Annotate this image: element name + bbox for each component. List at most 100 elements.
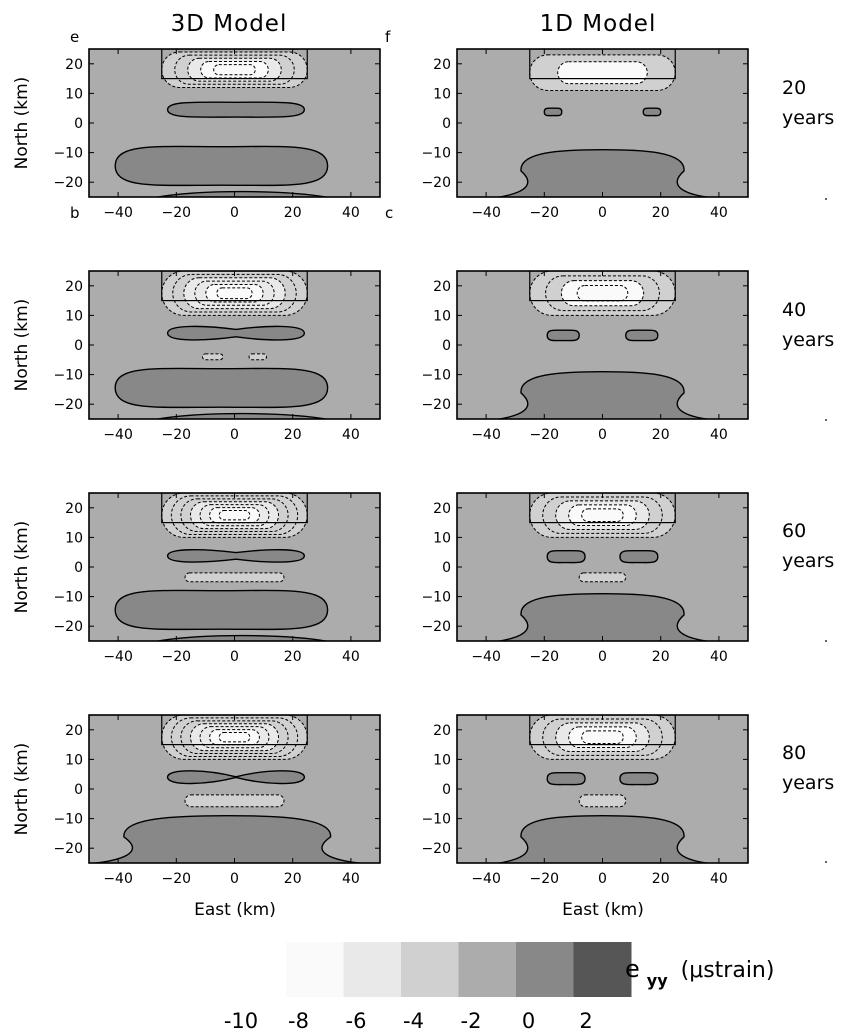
x-tick-label: 40 — [710, 649, 728, 665]
y-tick-label: 20 — [433, 501, 451, 517]
panel-3d-80yr: −40 −20 0 20 40−20−1001020North (km) — [12, 715, 382, 887]
y-tick-label: −10 — [53, 368, 83, 384]
y-tick-label: −20 — [421, 175, 451, 191]
stray-dots — [825, 198, 827, 863]
colorbar-tick-label: 2 — [579, 1009, 592, 1032]
colorbar-units: (μstrain) — [681, 958, 775, 983]
row-label-value: 80 — [782, 742, 806, 764]
x-tick-label: 40 — [710, 871, 728, 887]
y-tick-label: 10 — [65, 86, 83, 102]
negative-contour — [185, 795, 284, 807]
x-tick-label: 20 — [652, 649, 670, 665]
x-tick-label: 40 — [710, 205, 728, 221]
positive-contour — [544, 108, 561, 115]
negative-contour — [185, 573, 284, 582]
y-tick-label: 10 — [433, 752, 451, 768]
x-tick-label: 0 — [230, 205, 239, 221]
x-tick-label: 0 — [230, 649, 239, 665]
x-tick-label: 20 — [652, 427, 670, 443]
column-title-1d: 1D Model — [540, 11, 657, 37]
y-tick-label: −20 — [53, 619, 83, 635]
row-label-value: 20 — [782, 77, 806, 99]
y-tick-label: −20 — [53, 841, 83, 857]
y-tick-label: 10 — [65, 752, 83, 768]
x-tick-label: −40 — [471, 205, 501, 221]
x-tick-label: −40 — [103, 427, 133, 443]
corner-letter-f: f — [385, 28, 391, 46]
y-tick-label: 20 — [433, 279, 451, 295]
y-tick-label: 10 — [433, 86, 451, 102]
y-axis-label: North (km) — [12, 521, 32, 614]
column-title-3d: 3D Model — [171, 11, 288, 37]
y-tick-label: −20 — [421, 397, 451, 413]
panel-1d-80yr: −40 −20 0 20 40 −20 −10 0 10 20 — [421, 715, 748, 887]
y-tick-label: 20 — [65, 501, 83, 517]
row-label-value: 60 — [782, 520, 806, 542]
negative-contour — [558, 62, 648, 84]
row-label-20: 20 years — [782, 77, 834, 129]
corner-letter-e: e — [70, 28, 79, 46]
colorbar-tick-label: -10 — [224, 1009, 258, 1032]
colorbar-swatch — [344, 942, 402, 997]
negative-contour — [577, 285, 628, 300]
negative-contour — [582, 731, 624, 744]
y-tick-label: 20 — [433, 57, 451, 73]
y-tick-label: −10 — [421, 812, 451, 828]
colorbar-symbol: e — [625, 955, 640, 983]
x-tick-label: 20 — [652, 871, 670, 887]
x-tick-label: 20 — [284, 427, 302, 443]
x-tick-label: −40 — [471, 649, 501, 665]
row-label-value: 40 — [782, 299, 806, 321]
row-label-40: 40 years — [782, 299, 834, 351]
positive-contour — [643, 108, 660, 115]
row-label-unit: years — [782, 772, 834, 794]
y-tick-label: 0 — [74, 116, 83, 132]
panel-3d-40yr: −40 −20 0 20 40 −20 −10 0 10 20 North (km) — [12, 271, 380, 443]
x-tick-label: −20 — [530, 427, 560, 443]
y-tick-label: −10 — [421, 368, 451, 384]
positive-contour — [168, 102, 305, 117]
colorbar-tick-label: 0 — [522, 1009, 535, 1032]
x-tick-label: 0 — [598, 871, 607, 887]
negative-contour — [214, 65, 256, 75]
colorbar-tick-label: -8 — [288, 1009, 309, 1032]
y-tick-label: −20 — [421, 841, 451, 857]
positive-contour — [547, 551, 585, 563]
colorbar-swatch — [286, 942, 344, 997]
x-axis-label-left: East (km) — [194, 900, 276, 920]
x-tick-label: 20 — [284, 649, 302, 665]
x-tick-label: −20 — [162, 205, 192, 221]
positive-contour — [115, 368, 327, 407]
x-axis-label-right: East (km) — [562, 900, 644, 920]
x-tick-label: −40 — [471, 871, 501, 887]
panels-layer: −40 −20 0 20 40 −20 −10 0 10 20 North (km) −40 −20 0 2… — [12, 49, 748, 887]
dot-marker — [825, 861, 827, 863]
negative-contour — [202, 354, 222, 360]
x-tick-label: −20 — [530, 649, 560, 665]
y-tick-label: 10 — [433, 530, 451, 546]
y-tick-label: −10 — [53, 146, 83, 162]
colorbar-swatch — [459, 942, 517, 997]
y-axis-label: North (km) — [12, 299, 32, 392]
y-tick-label: −20 — [421, 619, 451, 635]
y-tick-label: −10 — [53, 590, 83, 606]
row-label-unit: years — [782, 550, 834, 572]
y-axis-label: North (km) — [12, 77, 32, 170]
y-tick-label: 20 — [433, 723, 451, 739]
row-label-unit: years — [782, 329, 834, 351]
x-tick-label: −20 — [162, 427, 192, 443]
x-tick-label: −40 — [103, 871, 133, 887]
positive-contour — [626, 330, 658, 340]
y-tick-label: −20 — [53, 175, 83, 191]
negative-contour — [219, 733, 250, 742]
y-tick-label: 10 — [433, 308, 451, 324]
negative-contour — [219, 511, 250, 520]
row-label-80: 80 years — [782, 742, 834, 794]
x-tick-label: 40 — [710, 427, 728, 443]
x-tick-label: −20 — [530, 205, 560, 221]
x-tick-label: −20 — [162, 871, 192, 887]
x-tick-label: 40 — [342, 649, 360, 665]
positive-contour — [547, 330, 579, 340]
y-tick-label: −10 — [421, 146, 451, 162]
positive-contour — [115, 146, 327, 185]
